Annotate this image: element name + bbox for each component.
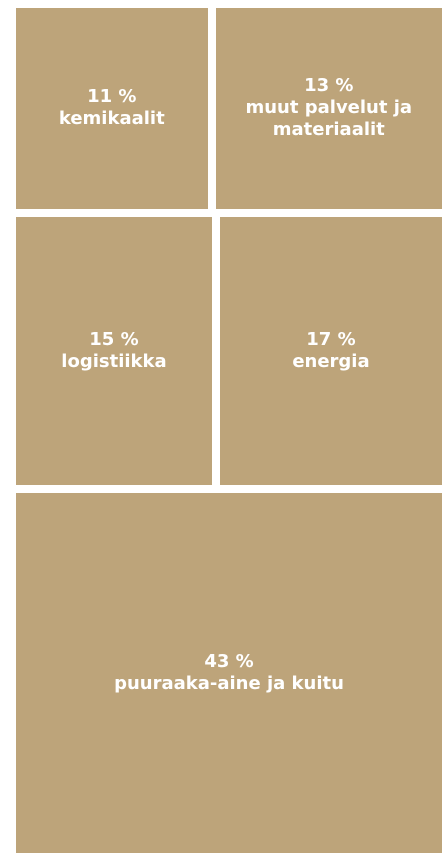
value-label: 13 % xyxy=(304,75,354,97)
category-label: energia xyxy=(292,350,370,372)
value-label: 15 % xyxy=(89,328,139,350)
value-label: 11 % xyxy=(87,86,137,108)
value-label: 43 % xyxy=(204,650,254,672)
tile: 17 % energia xyxy=(219,216,442,485)
tile: 11 % kemikaalit xyxy=(16,8,208,209)
category-label: kemikaalit xyxy=(58,108,165,130)
value-label: 17 % xyxy=(306,328,356,350)
tile: 15 % logistiikka xyxy=(16,216,212,485)
tile: 13 % muut palvelut ja materiaalit xyxy=(215,8,442,209)
category-label: puuraaka-aine ja kuitu xyxy=(114,672,344,694)
category-label: muut palvelut ja materiaalit xyxy=(245,97,413,141)
category-label: logistiikka xyxy=(61,350,167,372)
tile: 43 % puuraaka-aine ja kuitu xyxy=(16,492,442,853)
